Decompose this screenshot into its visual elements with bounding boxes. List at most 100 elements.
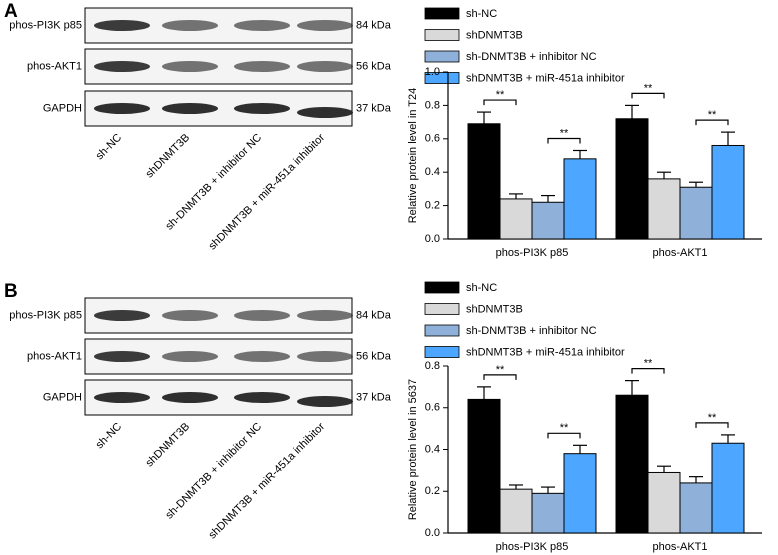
significance-label: **: [496, 364, 505, 376]
blot-band: [162, 392, 218, 403]
error-bar: [625, 380, 639, 396]
panel-letter: A: [4, 1, 18, 22]
y-axis-title: Relative protein level in 5637: [407, 379, 419, 520]
error-bar: [657, 465, 671, 473]
significance-label: **: [644, 82, 653, 94]
y-tick-label: 0.8: [425, 99, 440, 111]
blot-band: [162, 20, 218, 31]
significance-bracket: [547, 137, 581, 144]
blot-band: [297, 61, 353, 72]
blot-size-label: 37 kDa: [356, 391, 392, 403]
bar: [499, 198, 533, 240]
blot-band: [94, 20, 150, 31]
bar: [647, 471, 681, 534]
bar: [531, 492, 565, 534]
bar: [679, 482, 713, 534]
legend-swatch: [424, 303, 460, 315]
significance-label: **: [496, 89, 505, 101]
legend-label: sh-NC: [466, 282, 497, 294]
legend-swatch: [424, 324, 460, 337]
y-tick-label: 0.0: [425, 527, 440, 539]
blot-band: [162, 351, 218, 362]
y-tick-label: 0.2: [425, 485, 440, 497]
bar: [563, 453, 597, 534]
error-bar: [573, 149, 587, 159]
blot-band: [234, 103, 290, 114]
lane-label: shDNMT3B: [143, 421, 192, 470]
blot-size-label: 84 kDa: [356, 19, 392, 31]
error-bar: [573, 444, 587, 454]
blot-size-label: 37 kDa: [356, 102, 392, 114]
legend-label: sh-DNMT3B + inhibitor NC: [466, 325, 597, 337]
lane-label: shDNMT3B + miR-451a inhibitor: [207, 420, 328, 541]
error-bar: [721, 434, 735, 444]
x-tick-label: phos-AKT1: [652, 247, 707, 259]
x-tick-label: phos-PI3K p85: [496, 247, 569, 259]
lane-label: sh-NC: [94, 132, 125, 163]
significance-bracket: [483, 99, 517, 106]
blot-row-label: phos-AKT1: [27, 350, 82, 362]
legend-swatch: [424, 7, 460, 20]
blot-band: [234, 20, 290, 31]
blot-row-label: phos-AKT1: [27, 60, 82, 72]
error-bar: [689, 181, 703, 188]
blot-band: [94, 351, 150, 362]
significance-label: **: [708, 412, 717, 424]
y-tick-label: 0.4: [425, 166, 440, 178]
legend-swatch: [424, 50, 460, 63]
bar: [467, 123, 501, 240]
error-bar: [541, 486, 555, 494]
x-tick-label: phos-PI3K p85: [496, 541, 569, 553]
blot-band: [234, 310, 290, 321]
bar: [647, 178, 681, 240]
lane-label: shDNMT3B: [143, 132, 192, 181]
blot-row-label: GAPDH: [43, 391, 82, 403]
error-bar: [477, 111, 491, 124]
x-tick-label: phos-AKT1: [652, 541, 707, 553]
bar: [711, 442, 745, 534]
legend-swatch: [424, 72, 460, 84]
significance-label: **: [560, 422, 569, 434]
legend-swatch: [424, 346, 460, 358]
blot-size-label: 56 kDa: [356, 350, 392, 362]
significance-bracket: [695, 119, 729, 126]
bar: [531, 201, 565, 240]
bar: [711, 144, 745, 240]
panel-letter: B: [4, 281, 18, 302]
blot-band: [297, 396, 353, 407]
error-bar: [541, 194, 555, 203]
significance-bracket: [547, 432, 581, 439]
legend-label: sh-NC: [466, 8, 497, 20]
legend-label: shDNMT3B + miR-451a inhibitor: [466, 346, 625, 358]
significance-bracket: [631, 368, 665, 374]
y-tick-label: 1.0: [425, 66, 440, 78]
y-tick-label: 0.6: [425, 402, 440, 414]
blot-band: [162, 61, 218, 72]
blot-band: [162, 310, 218, 321]
y-axis-title: Relative protein level in T24: [407, 88, 419, 224]
legend-label: sh-DNMT3B + inhibitor NC: [466, 51, 597, 63]
blot-size-label: 84 kDa: [356, 309, 392, 321]
y-tick-label: 0.4: [425, 443, 440, 455]
blot-band: [234, 392, 290, 403]
blot-band: [94, 61, 150, 72]
bar: [467, 398, 501, 534]
blot-band: [162, 103, 218, 114]
error-bar: [689, 476, 703, 483]
legend-label: shDNMT3B: [466, 303, 523, 315]
y-tick-label: 0.0: [425, 233, 440, 245]
error-bar: [657, 171, 671, 179]
lane-label: sh-NC: [94, 421, 125, 452]
y-tick-label: 0.6: [425, 133, 440, 145]
blot-band: [297, 351, 353, 362]
y-tick-label: 0.8: [425, 360, 440, 372]
blot-band: [297, 107, 353, 118]
legend-swatch: [424, 29, 460, 41]
bar: [679, 186, 713, 240]
significance-bracket: [483, 374, 517, 380]
significance-label: **: [560, 127, 569, 139]
significance-bracket: [695, 422, 729, 428]
lane-label: shDNMT3B + miR-451a inhibitor: [207, 131, 328, 252]
blot-band: [297, 310, 353, 321]
